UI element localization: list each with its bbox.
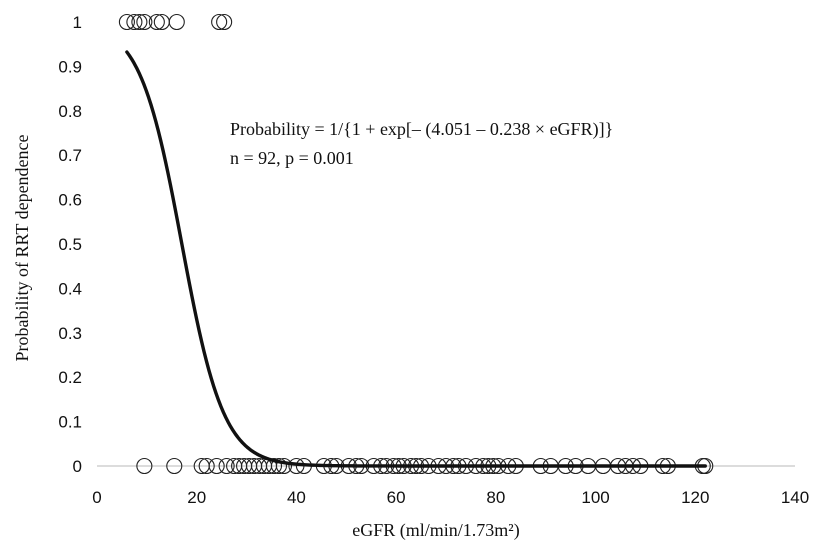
y-tick-label: 0.6	[58, 191, 82, 210]
y-tick-label: 0.7	[58, 146, 82, 165]
data-point	[208, 457, 225, 475]
annotations: Probability = 1/{1 + exp[– (4.051 – 0.23…	[230, 119, 613, 168]
data-point	[265, 457, 283, 475]
logistic-fit-curve	[125, 50, 707, 468]
data-point	[131, 13, 148, 31]
data-point	[198, 457, 215, 475]
data-point	[218, 457, 235, 475]
x-tick-label: 80	[486, 488, 505, 507]
data-point	[166, 457, 183, 475]
sample-stats-annotation: n = 92, p = 0.001	[230, 148, 354, 168]
data-point	[275, 457, 293, 475]
equation-annotation: Probability = 1/{1 + exp[– (4.051 – 0.23…	[230, 119, 613, 140]
data-point	[148, 13, 165, 31]
y-axis-tick-labels: 0 0.1 0.2 0.3 0.4 0.5 0.6 0.7 0.8 0.9 1	[58, 13, 82, 476]
x-axis-title: eGFR (ml/min/1.73m²)	[352, 520, 519, 541]
data-point	[211, 13, 228, 31]
x-tick-label: 20	[187, 488, 206, 507]
data-point	[270, 457, 288, 475]
y-tick-label: 0.2	[58, 368, 82, 387]
y-tick-label: 0	[73, 457, 82, 476]
x-tick-label: 40	[287, 488, 306, 507]
x-tick-label: 100	[581, 488, 609, 507]
y-tick-label: 0.5	[58, 235, 82, 254]
x-axis-tick-labels: 0 20 40 60 80 100 120 140	[92, 488, 809, 507]
axes: 0 20 40 60 80 100 120 140 0 0.1 0.2 0.3 0.4 0.5 0.6 0.…	[58, 13, 809, 507]
data-points	[118, 13, 714, 475]
y-axis-title: Probability of RRT dependence	[12, 134, 32, 361]
y-tick-label: 1	[73, 13, 82, 32]
y-tick-label: 0.3	[58, 324, 82, 343]
data-point	[136, 457, 153, 475]
x-tick-label: 60	[387, 488, 406, 507]
x-tick-label: 0	[92, 488, 101, 507]
data-point	[126, 13, 143, 31]
x-tick-label: 120	[681, 488, 709, 507]
data-point	[136, 13, 153, 31]
data-point	[168, 13, 185, 31]
data-point	[118, 13, 135, 31]
data-point	[216, 13, 233, 31]
x-tick-label: 140	[781, 488, 809, 507]
y-tick-label: 0.4	[58, 279, 82, 298]
y-tick-label: 0.1	[58, 413, 82, 432]
y-tick-label: 0.8	[58, 102, 82, 121]
y-tick-label: 0.9	[58, 57, 82, 76]
